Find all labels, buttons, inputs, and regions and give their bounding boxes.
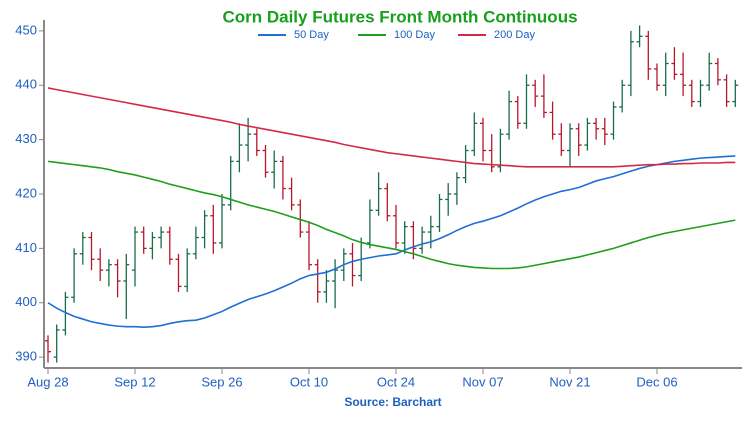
source: Source: Barchart [344,395,441,409]
y-tick-label: 410 [15,240,37,255]
legend-label: 50 Day [294,29,329,41]
x-tick-label: Sep 26 [201,374,242,389]
ma-line [47,160,736,270]
y-tick-label: 430 [15,131,37,146]
legend-label: 100 Day [394,29,435,41]
ma-line [47,87,736,168]
y-tick-label: 450 [15,22,37,37]
x-tick-label: Nov 21 [549,374,590,389]
x-tick-label: Nov 07 [462,374,503,389]
x-tick-label: Sep 12 [114,374,155,389]
y-tick-label: 440 [15,77,37,92]
x-tick-label: Oct 10 [290,374,328,389]
x-tick-label: Dec 06 [636,374,677,389]
y-tick-label: 400 [15,294,37,309]
ma-line [47,155,736,329]
legend-label: 200 Day [494,29,535,41]
x-tick-label: Oct 24 [377,374,415,389]
y-tick-label: 420 [15,185,37,200]
x-tick-label: Aug 28 [27,374,68,389]
chart-title: Corn Daily Futures Front Month Continuou… [222,7,577,26]
y-tick-label: 390 [15,349,37,364]
